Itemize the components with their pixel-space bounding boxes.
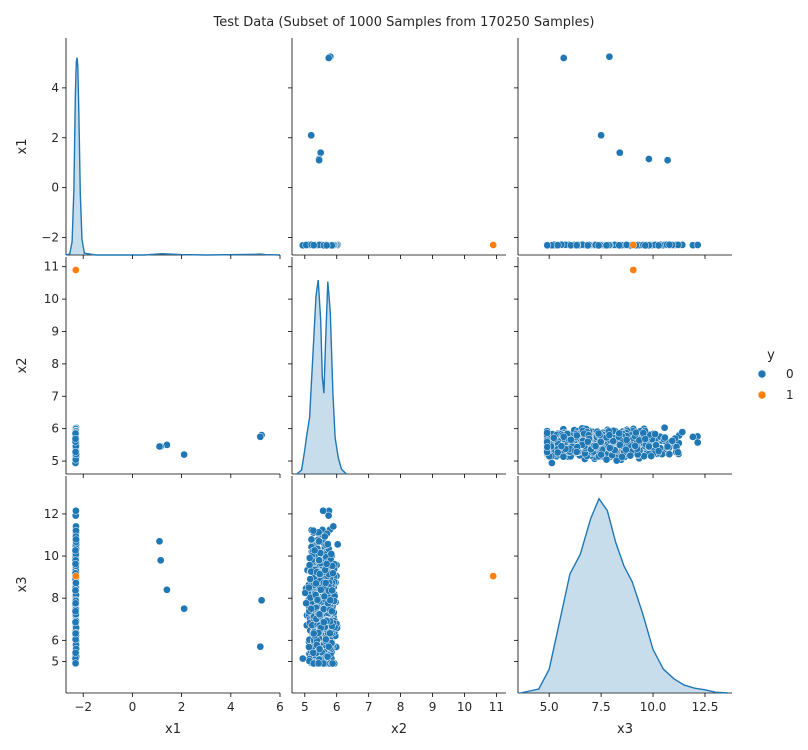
y-tick-label: 11 bbox=[44, 260, 59, 274]
point bbox=[543, 241, 552, 250]
y-tick-label: 7 bbox=[51, 389, 59, 403]
point bbox=[594, 241, 603, 250]
point bbox=[553, 241, 562, 250]
point bbox=[256, 432, 265, 441]
kde-fill-x1 bbox=[66, 57, 280, 255]
point bbox=[626, 451, 635, 460]
point bbox=[322, 241, 331, 250]
point bbox=[615, 441, 624, 449]
point bbox=[615, 241, 624, 250]
point bbox=[583, 437, 592, 446]
point bbox=[307, 131, 316, 140]
point bbox=[559, 54, 568, 62]
point bbox=[489, 241, 498, 249]
point bbox=[309, 241, 318, 250]
point bbox=[548, 459, 556, 467]
point bbox=[572, 241, 581, 250]
point bbox=[549, 434, 558, 442]
point bbox=[71, 448, 80, 456]
point bbox=[660, 423, 669, 432]
point bbox=[591, 442, 600, 451]
y-tick-label: 9 bbox=[51, 324, 59, 338]
point bbox=[559, 432, 568, 441]
y-axis-label-x2: x2 bbox=[15, 358, 30, 374]
point bbox=[661, 433, 669, 442]
panel-x2-vs-x1: 5 6 7 8 9 10 11 x2 bbox=[15, 257, 281, 478]
point bbox=[618, 453, 626, 461]
y-tick-label: 2 bbox=[51, 131, 59, 145]
point bbox=[324, 54, 333, 62]
y-axis-label-x1: x1 bbox=[15, 139, 30, 155]
point bbox=[543, 429, 551, 437]
point bbox=[668, 436, 677, 445]
y-tick-label: 0 bbox=[51, 181, 59, 195]
point bbox=[629, 266, 638, 274]
point bbox=[155, 442, 164, 451]
point bbox=[315, 156, 323, 165]
point bbox=[654, 447, 663, 455]
point bbox=[651, 430, 659, 438]
point bbox=[597, 131, 605, 140]
panel-x1-vs-x3 bbox=[514, 38, 732, 259]
point bbox=[605, 431, 614, 439]
point bbox=[602, 241, 611, 250]
kde-line-x1 bbox=[65, 57, 281, 256]
point bbox=[663, 442, 672, 451]
point bbox=[605, 52, 614, 61]
point bbox=[663, 156, 672, 165]
point bbox=[71, 266, 80, 274]
point bbox=[654, 241, 663, 250]
point bbox=[665, 240, 674, 249]
point bbox=[597, 450, 605, 459]
point bbox=[72, 506, 80, 515]
y-tick-label: 8 bbox=[51, 357, 59, 371]
point bbox=[645, 442, 653, 451]
point bbox=[557, 442, 566, 450]
point bbox=[572, 448, 581, 456]
point bbox=[678, 428, 687, 436]
panel-x2-vs-x2 bbox=[288, 257, 506, 478]
panel-x1-vs-x2 bbox=[288, 38, 506, 259]
point bbox=[622, 436, 631, 444]
point bbox=[567, 435, 575, 444]
point bbox=[316, 148, 325, 157]
point bbox=[641, 435, 650, 443]
point bbox=[71, 435, 80, 443]
point bbox=[622, 445, 630, 454]
chart-title: Test Data (Subset of 1000 Samples from 1… bbox=[213, 15, 595, 30]
point bbox=[632, 428, 640, 437]
y-tick-label: 6 bbox=[51, 422, 59, 436]
point bbox=[605, 444, 614, 452]
point bbox=[615, 148, 624, 157]
point bbox=[180, 450, 188, 459]
point bbox=[641, 241, 650, 250]
point bbox=[594, 429, 603, 438]
point bbox=[645, 155, 653, 163]
point bbox=[693, 241, 702, 249]
point bbox=[622, 241, 631, 249]
point bbox=[665, 450, 674, 459]
y-tick-label: 10 bbox=[44, 292, 59, 306]
panel-x1-vs-x1: −2 0 2 4 x1 bbox=[15, 38, 281, 259]
point bbox=[693, 438, 702, 447]
y-tick-label: 5 bbox=[51, 454, 59, 468]
y-tick-label: 4 bbox=[51, 81, 59, 95]
point bbox=[674, 448, 682, 457]
kde-fill-x2 bbox=[296, 280, 347, 474]
point bbox=[543, 443, 552, 451]
point bbox=[553, 448, 562, 457]
point bbox=[647, 452, 656, 460]
point bbox=[583, 241, 592, 250]
point bbox=[629, 241, 638, 249]
panel-x2-vs-x3 bbox=[514, 257, 732, 478]
point bbox=[615, 429, 624, 438]
y-tick-label: −2 bbox=[41, 231, 59, 245]
